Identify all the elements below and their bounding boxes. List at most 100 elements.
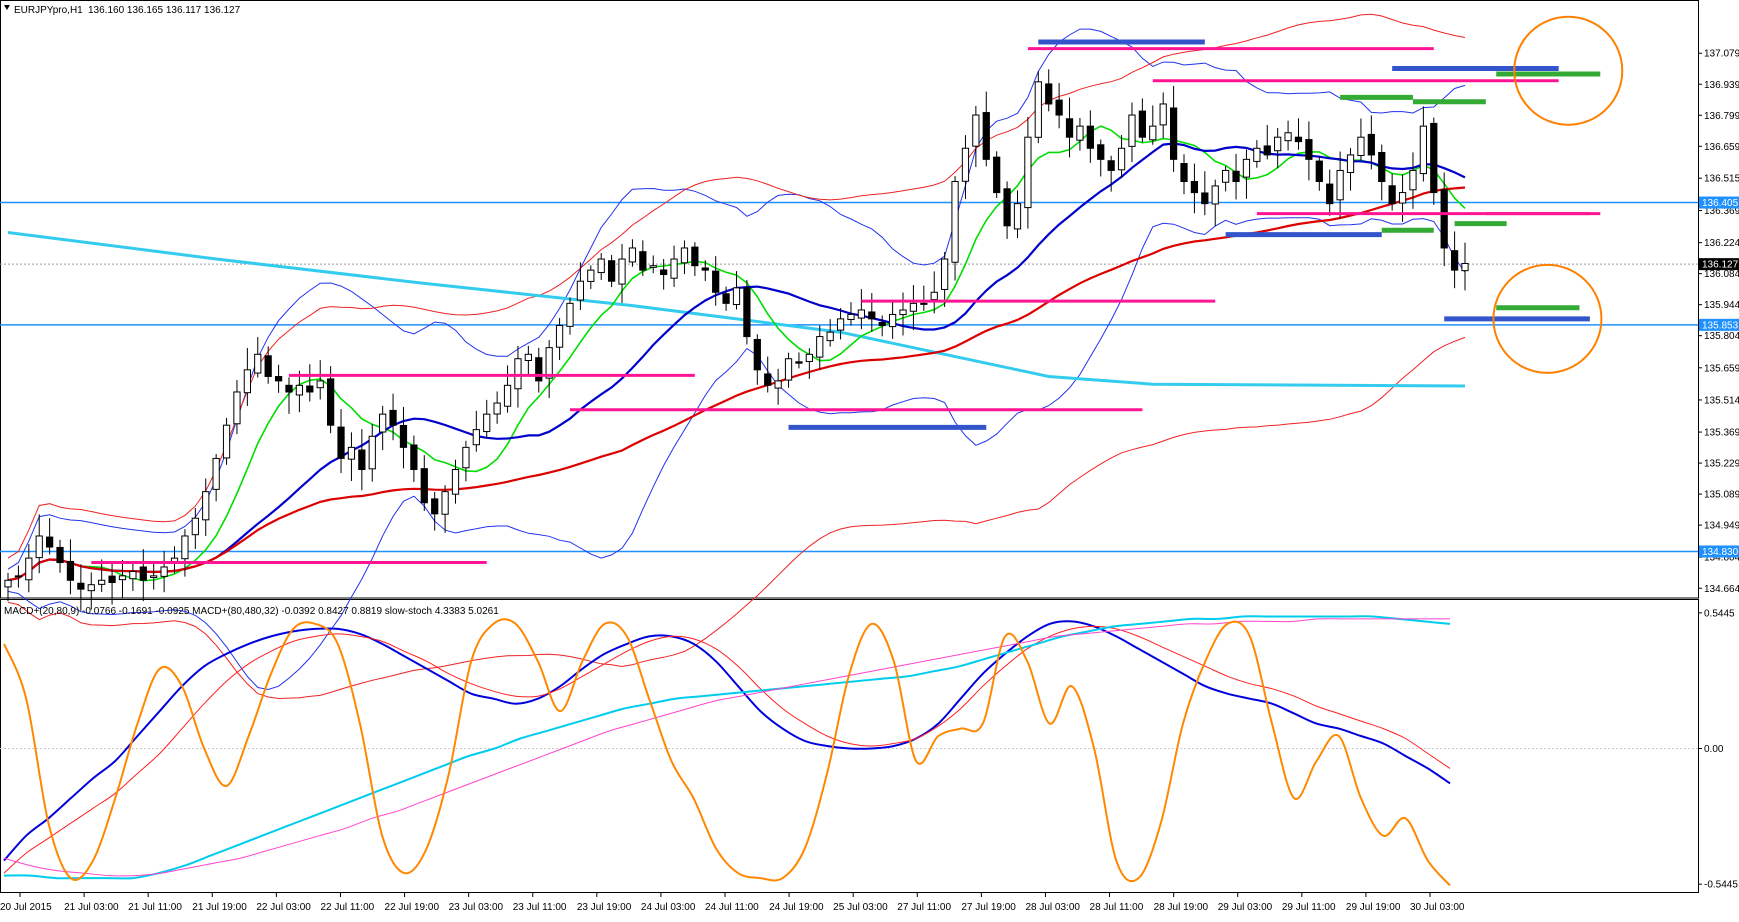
candle-body [1201,192,1209,205]
x-tick-label: 21 Jul 11:00 [128,902,182,913]
candle-body [1034,81,1042,138]
y-tick-label: 136.224 [1704,238,1739,249]
price-box-label: 136.405 [1702,198,1739,209]
y-tick-label: 134.804 [1704,553,1739,564]
candle-body [857,309,866,319]
price-box-label: 136.127 [1702,260,1739,271]
candle-body [1388,185,1396,205]
candle-body [129,570,137,580]
envelope-lower-line [7,336,1466,700]
candle-body [784,358,793,381]
grid-layer [0,0,1699,893]
candle-body [909,302,918,312]
candle-body [712,270,720,293]
candle-body [14,575,23,578]
candle-body [1398,192,1407,204]
x-tick-label: 24 Jul 03:00 [641,902,696,913]
candle-body [566,302,574,327]
candle-body [764,373,772,386]
candle-body [555,325,564,348]
y-tick-label: 135.229 [1704,459,1739,470]
x-tick-label: 20 Jul 2015 [0,902,52,913]
candle-body [1097,144,1105,160]
indicator-line-4 [3,618,1451,887]
candle-body [274,376,283,382]
candle-body [639,251,647,271]
candle-body [732,287,741,306]
candle-body [795,361,803,364]
y-tick-label: 136.515 [1704,174,1739,185]
x-tick-label: 22 Jul 03:00 [256,902,311,913]
candle-body [389,409,397,426]
y-tick-label: 135.659 [1704,363,1739,374]
candle-body [930,291,938,301]
candle-body [410,444,418,471]
bollinger-lower-line [7,217,1466,691]
candle-body [1336,169,1344,201]
x-tick-label: 22 Jul 19:00 [385,902,440,913]
symbol-label: EURJPYpro,H1 [14,5,83,16]
ma-line-60 [7,186,1466,582]
x-tick-label: 27 Jul 19:00 [961,902,1016,913]
x-tick-label: 28 Jul 03:00 [1025,902,1080,913]
candle-body [524,353,532,361]
candle-body [545,347,553,379]
candle-body [295,384,304,396]
candle-body [1180,163,1188,183]
candle-body [1242,158,1251,178]
candle-body [1159,103,1167,126]
candle-body [1357,136,1365,157]
candle-body [98,579,106,585]
y-tick-label: 135.944 [1704,300,1739,311]
candle-body [607,260,616,282]
candle-body [670,258,678,279]
candle-body [535,357,543,382]
candle-body [1013,203,1022,230]
candle-body [805,353,813,362]
chevron-down-icon[interactable] [4,5,10,10]
candle-body [649,265,657,268]
candle-body [680,247,689,264]
x-tick-label: 21 Jul 19:00 [192,902,247,913]
candle-body [181,535,189,560]
candle-body [1222,169,1230,183]
candle-body [1138,110,1147,138]
candle-body [1024,136,1032,209]
candle-body [1232,170,1240,183]
candle-body [899,309,907,316]
candle-body [961,147,970,182]
candle-body [1076,125,1084,141]
candle-body [1367,133,1375,156]
candle-body [722,293,730,304]
candle-body [191,517,199,536]
candle-body [212,457,220,490]
candle-body [1003,188,1011,227]
candle-body [233,391,241,425]
candle-body [1440,189,1448,249]
price-box [1699,545,1739,558]
candle-body [379,413,387,433]
candle-body [326,378,335,426]
candle-body [1263,145,1271,156]
candle-body [941,258,949,290]
candle-body [587,269,595,282]
candle-body [347,446,356,460]
candle-body [576,280,585,301]
candle-body [358,449,366,471]
candle-body [420,468,428,504]
candle-body [1419,125,1427,175]
x-tick-label: 23 Jul 03:00 [449,902,504,913]
candle-body [483,413,491,433]
candle-body [222,424,231,459]
candle-body [66,560,75,581]
candle-body [1065,118,1074,138]
price-box-label: 134.830 [1702,547,1739,558]
y-tick-label: 136.799 [1704,111,1739,122]
indicator-frame [0,599,1699,893]
x-tick-label: 22 Jul 11:00 [320,902,374,913]
x-tick-label: 28 Jul 19:00 [1154,902,1209,913]
main-frame [0,0,1699,599]
highlight-circle [1513,15,1624,126]
candle-body [597,258,605,274]
x-tick-label: 29 Jul 11:00 [1282,902,1336,913]
